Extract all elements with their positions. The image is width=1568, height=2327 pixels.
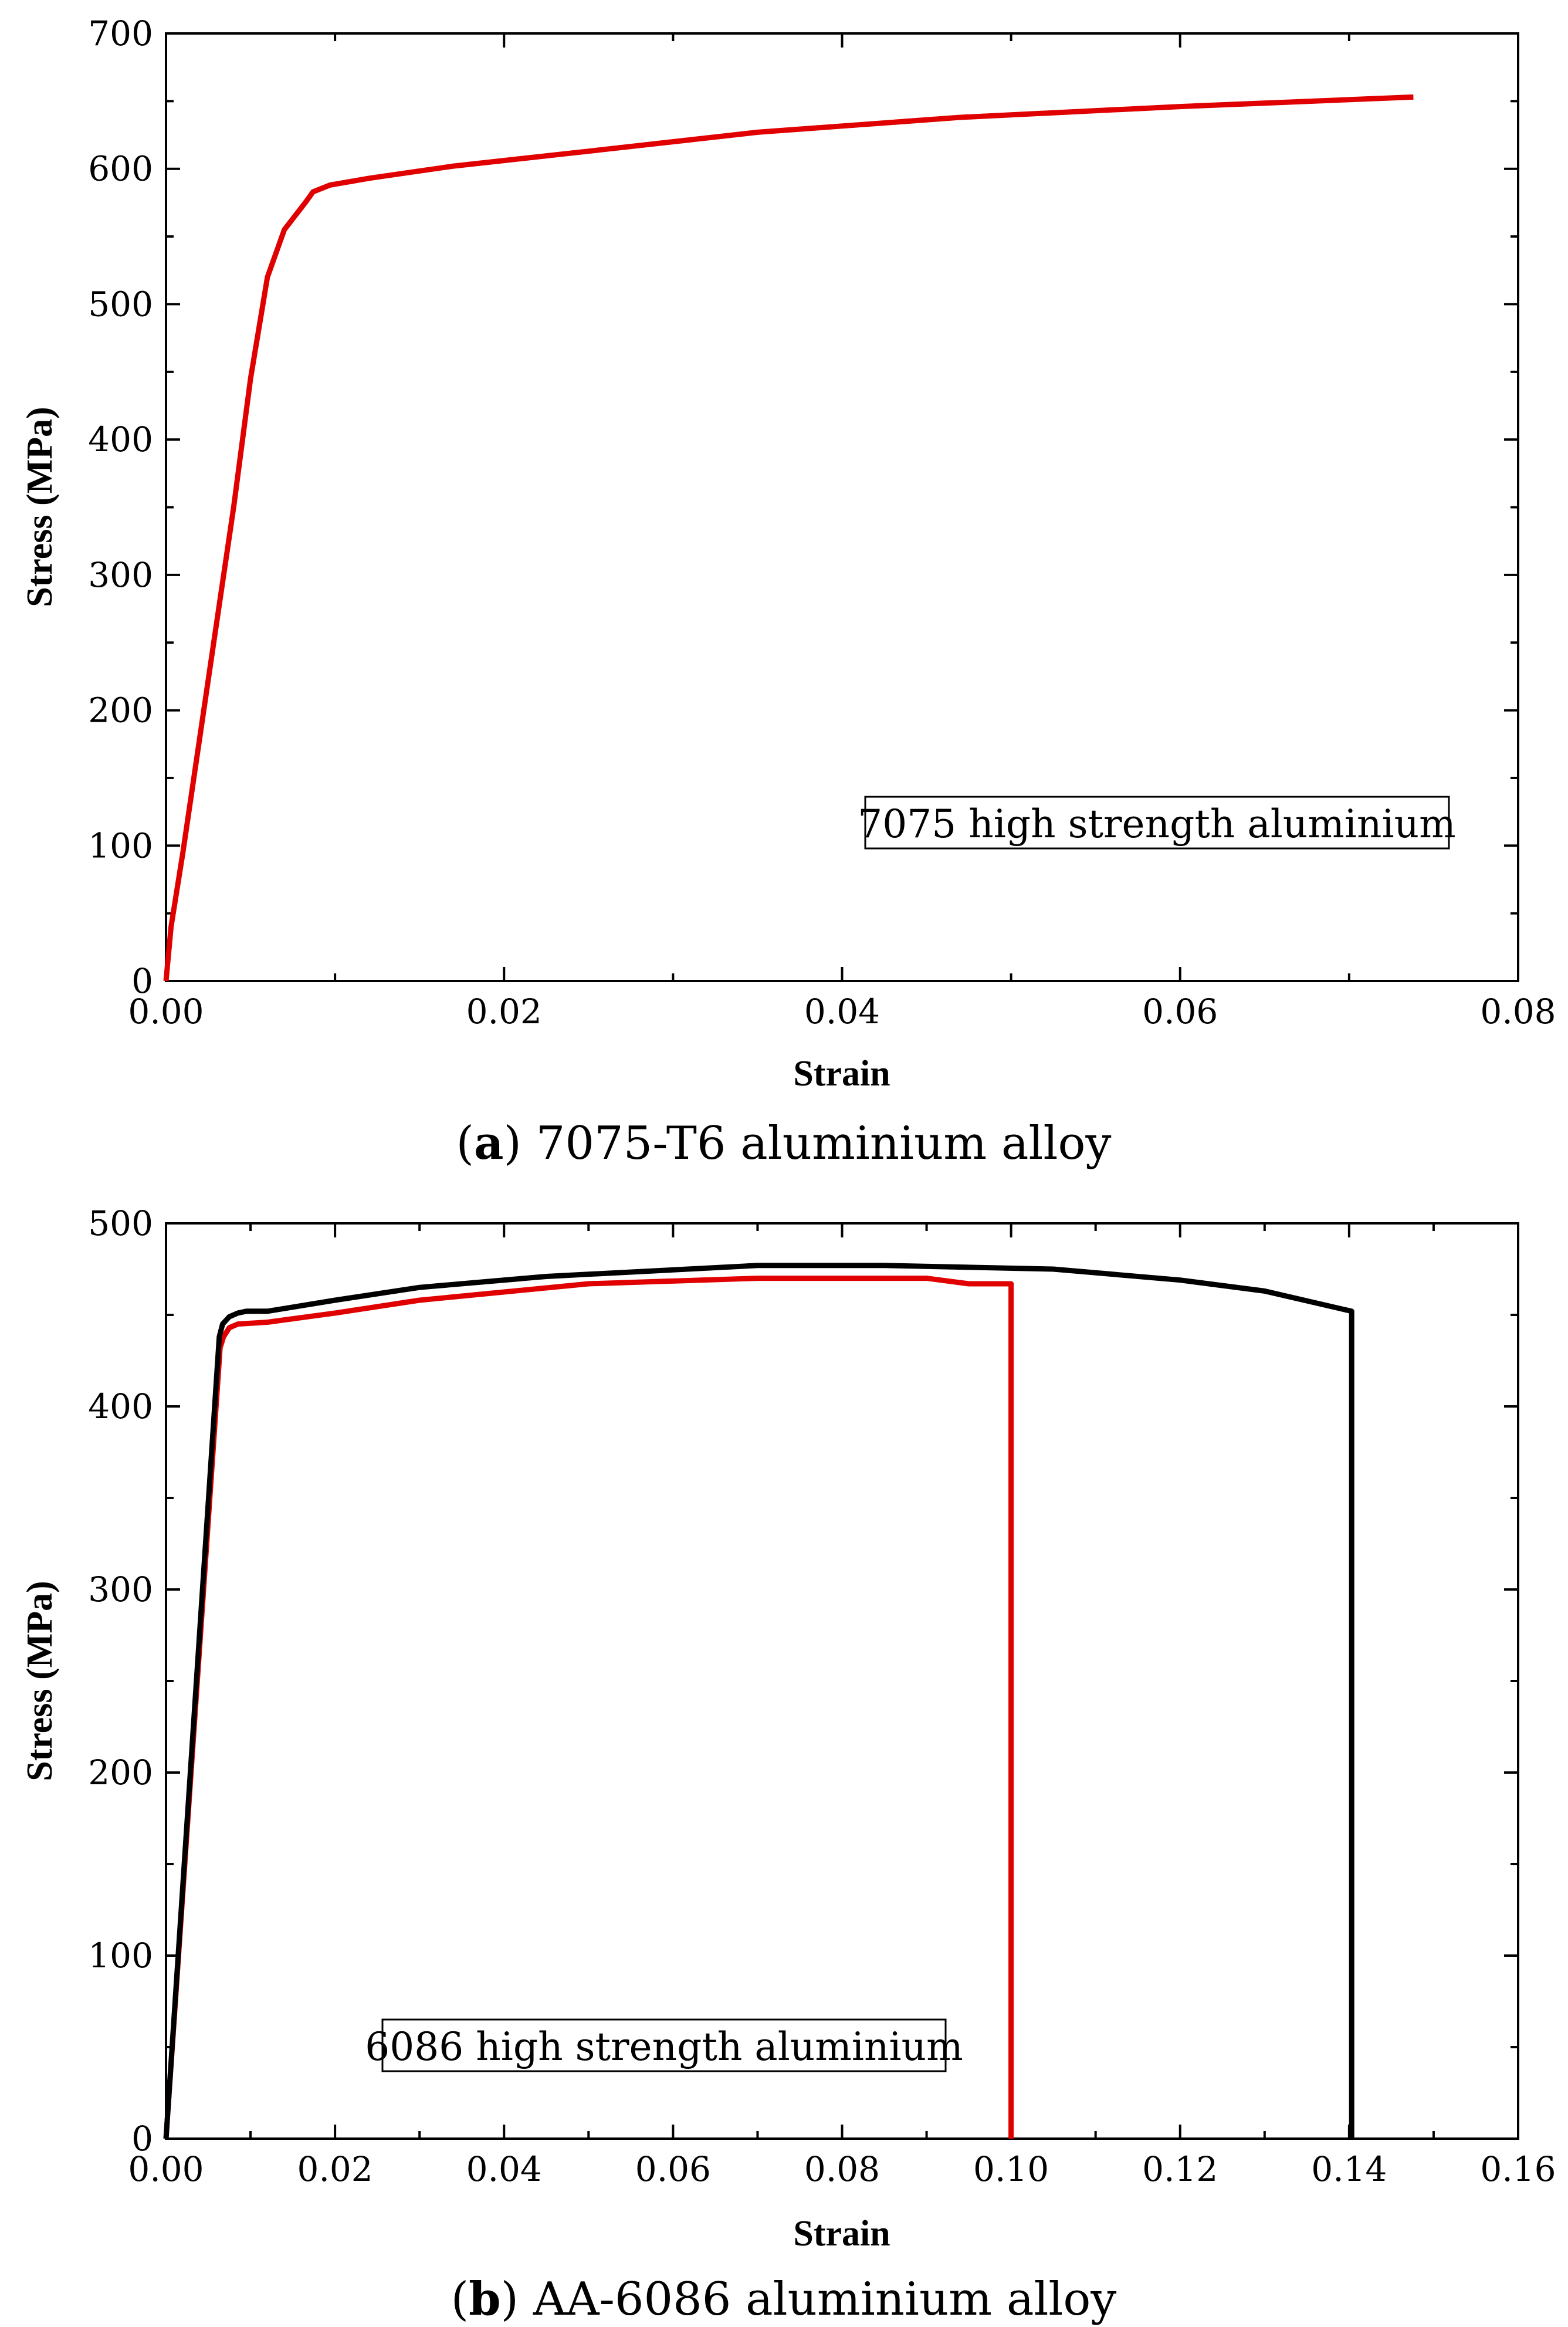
- x-tick-label-a: 0.00: [128, 992, 204, 1031]
- x-tick-label-b: 0.12: [1142, 2149, 1218, 2189]
- y-tick-label-a: 0: [131, 961, 153, 1001]
- y-tick-label-a: 200: [88, 691, 153, 730]
- caption-text-b: AA-6086 aluminium alloy: [533, 2273, 1117, 2326]
- y-tick-label-a: 400: [88, 420, 153, 459]
- y-tick-label-a: 600: [88, 149, 153, 189]
- x-axis-label-b: Strain: [793, 2214, 890, 2254]
- y-tick-label-b: 0: [131, 2119, 153, 2159]
- x-tick-label-a: 0.02: [466, 992, 542, 1031]
- caption-text-a: 7075-T6 aluminium alloy: [536, 1117, 1112, 1170]
- x-tick-label-b: 0.14: [1311, 2149, 1387, 2189]
- series-group-b: [163, 1263, 1354, 2139]
- x-tick-label-b: 0.00: [128, 2149, 204, 2189]
- x-tick-label-b: 0.06: [635, 2149, 711, 2189]
- chart-panel-a: 0.00 0.02 0.04 0.06 0.08 0 100 200 300 400 500 600 7…: [20, 13, 1556, 1170]
- caption-a: (a) 7075-T6 aluminium alloy: [456, 1117, 1112, 1170]
- x-tick-label-b: 0.02: [297, 2149, 373, 2189]
- y-tick-label-b: 400: [88, 1386, 153, 1426]
- annotation-box-b: [381, 2018, 947, 2072]
- annotation-box-a: [864, 796, 1450, 850]
- caption-letter-b: b: [469, 2272, 501, 2326]
- annotation-text-b: 6086 high strength aluminium: [365, 2024, 963, 2069]
- x-tick-label-a: 0.08: [1480, 992, 1556, 1031]
- annotation-a: 7075 high strength aluminium: [858, 796, 1456, 850]
- y-tick-label-b: 500: [88, 1203, 153, 1243]
- annotation-b: 6086 high strength aluminium: [365, 2018, 963, 2072]
- series-line-b-1: [163, 1263, 1354, 2139]
- x-tick-label-b: 0.08: [804, 2149, 880, 2189]
- series-line-a-0: [163, 94, 1414, 982]
- series-group-a: [163, 94, 1414, 982]
- annotation-text-a: 7075 high strength aluminium: [858, 801, 1455, 847]
- y-tick-label-a: 500: [88, 284, 153, 324]
- y-axis-label-a: Stress (MPa): [20, 407, 60, 607]
- x-tick-label-b: 0.16: [1480, 2149, 1556, 2189]
- x-tick-label-b: 0.04: [466, 2149, 542, 2189]
- tick-labels-a: 0.00 0.02 0.04 0.06 0.08 0 100 200 300 400 500 600 7…: [88, 13, 1556, 1031]
- x-tick-label-a: 0.06: [1142, 992, 1218, 1031]
- tick-labels-b: 0.00 0.02 0.04 0.06 0.08 0.10 0.12 0.14 0.16 0 100…: [88, 1203, 1556, 2189]
- y-tick-label-a: 100: [88, 826, 153, 865]
- caption-b: (b) AA-6086 aluminium alloy: [451, 2272, 1117, 2326]
- y-axis-label-b: Stress (MPa): [20, 1581, 60, 1781]
- chart-panel-b: 0.00 0.02 0.04 0.06 0.08 0.10 0.12 0.14 0.16 0 100…: [20, 1203, 1556, 2326]
- y-tick-label-a: 300: [88, 555, 153, 595]
- y-tick-label-b: 100: [88, 1936, 153, 1976]
- y-tick-label-b: 200: [88, 1753, 153, 1792]
- x-tick-label-a: 0.04: [804, 992, 880, 1031]
- ticks-b: [165, 1222, 1519, 2140]
- y-tick-label-a: 700: [88, 13, 153, 53]
- y-tick-label-b: 300: [88, 1570, 153, 1609]
- series-line-b-0: [163, 1276, 1014, 2139]
- caption-letter-a: a: [474, 1117, 504, 1170]
- x-tick-label-b: 0.10: [973, 2149, 1049, 2189]
- x-axis-label-a: Strain: [793, 1054, 890, 1094]
